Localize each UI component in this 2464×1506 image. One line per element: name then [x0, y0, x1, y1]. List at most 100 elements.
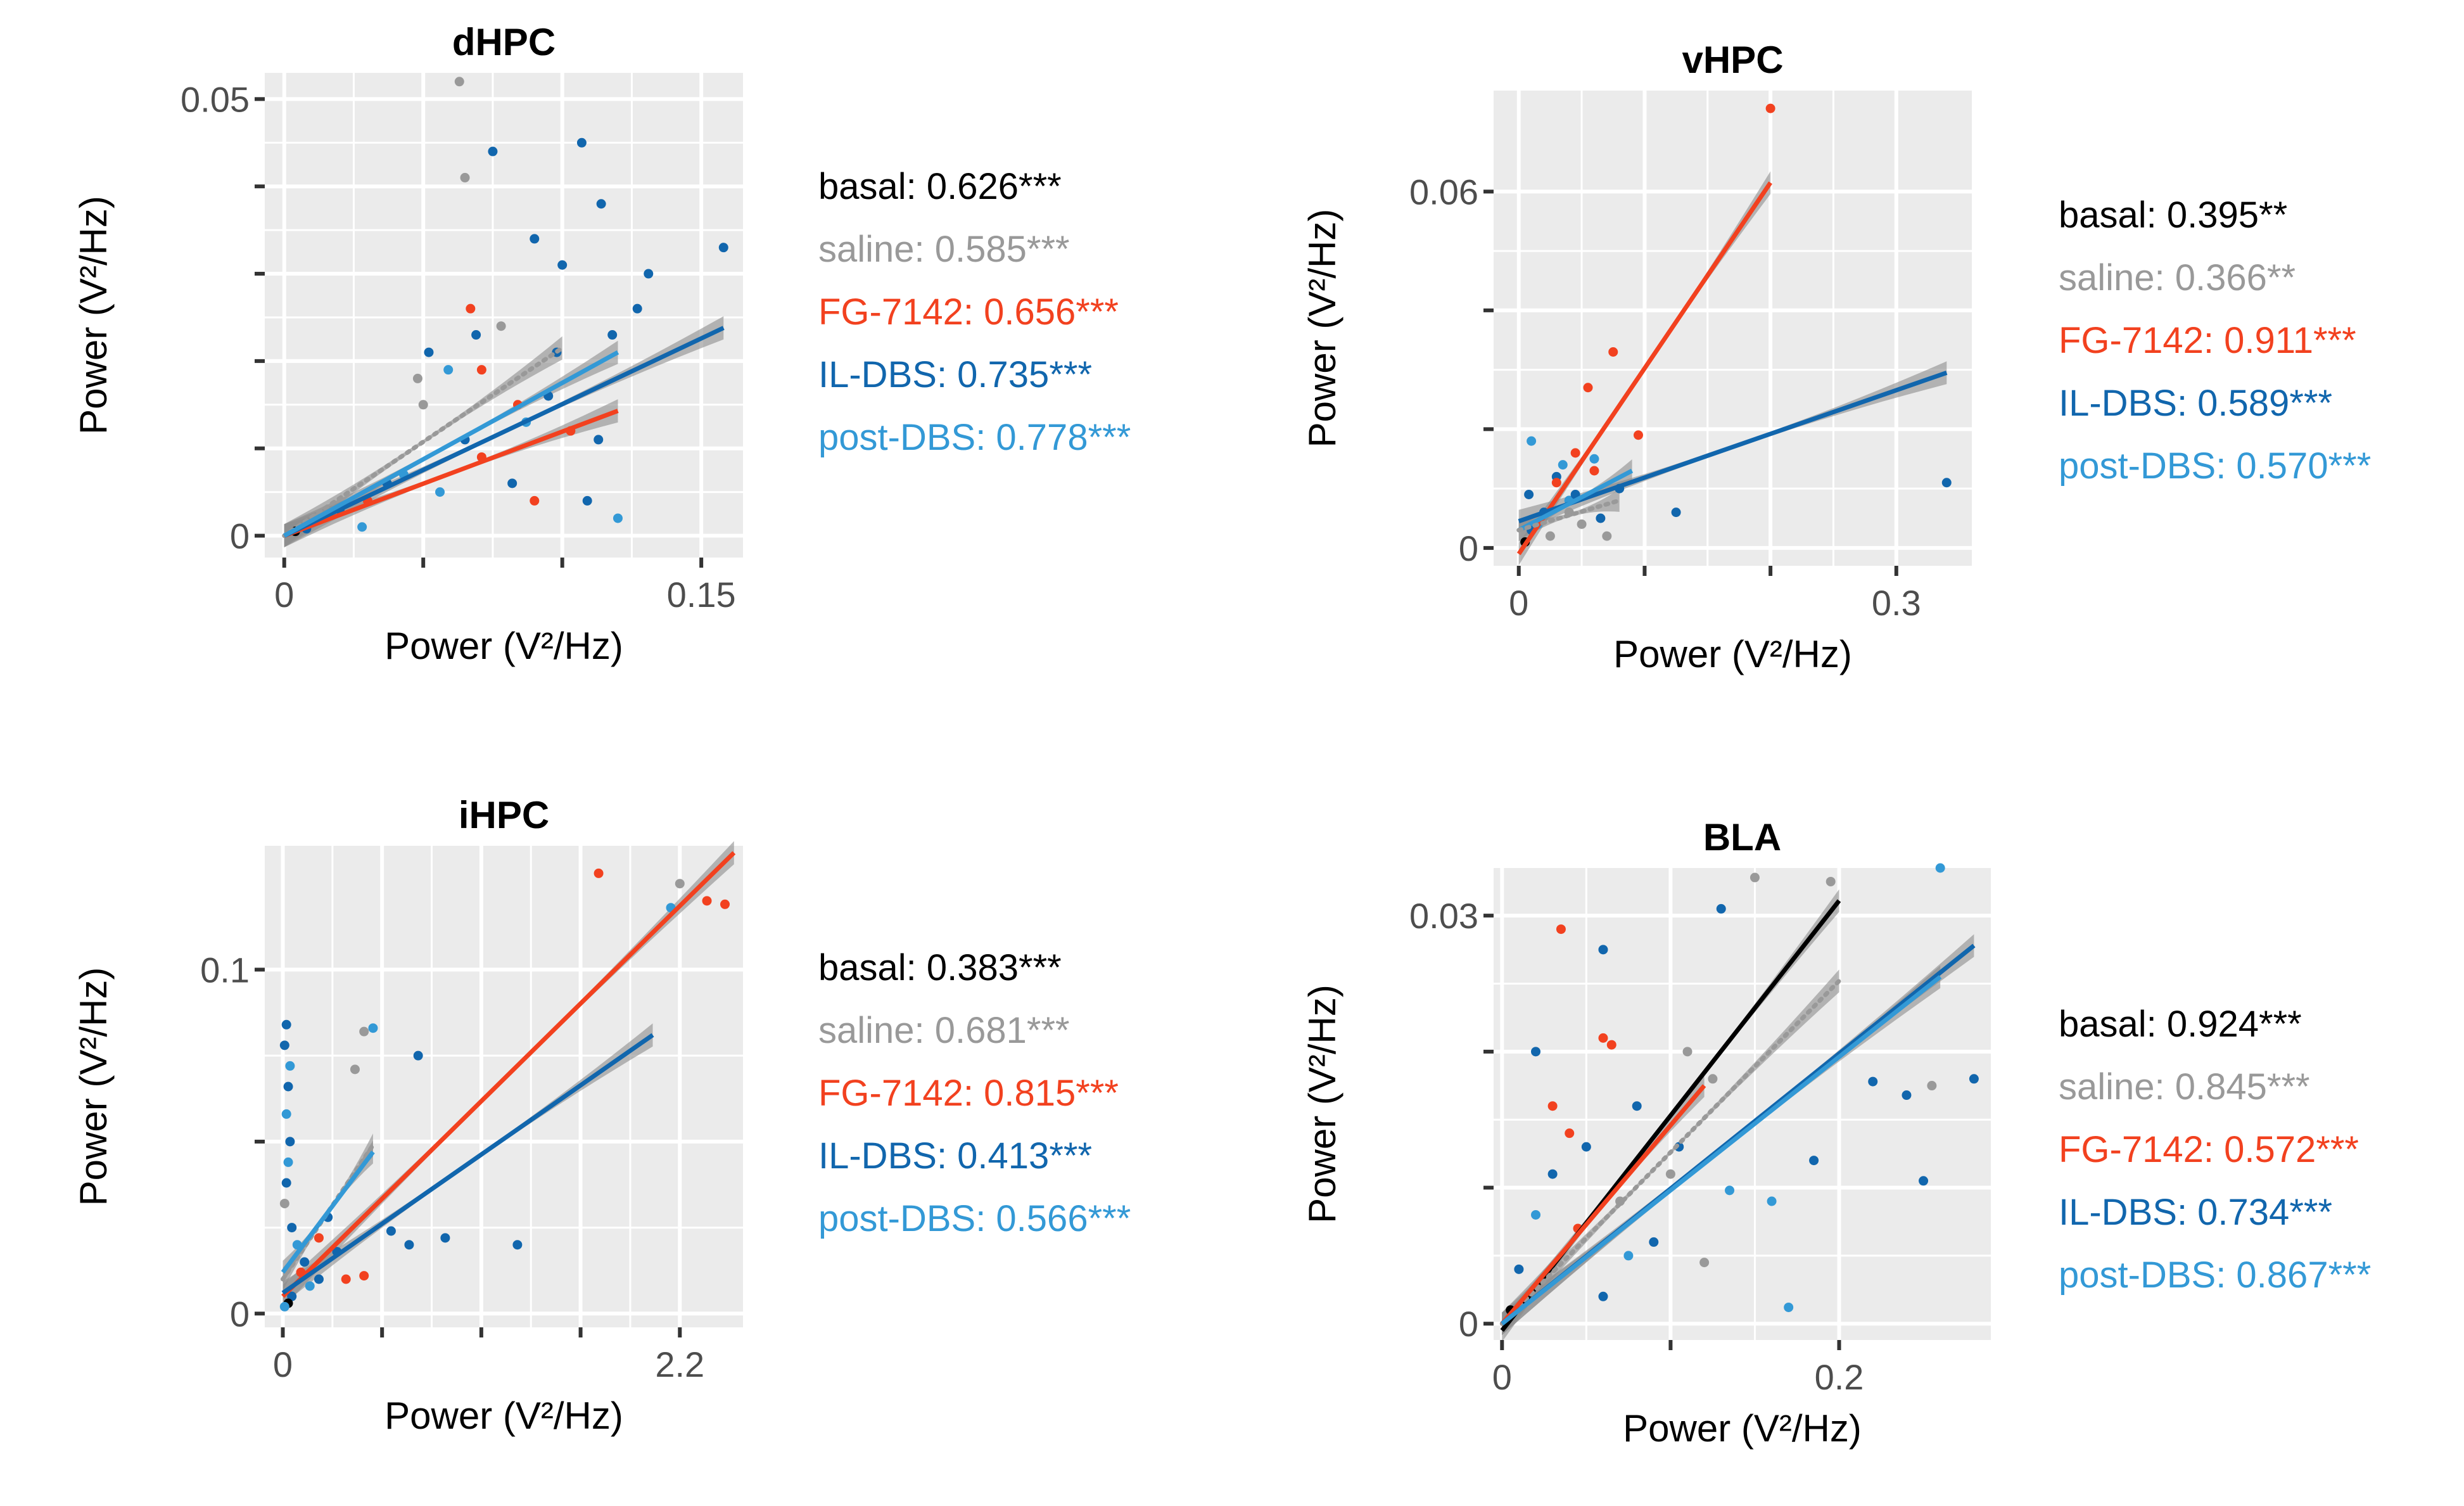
data-point-ildbs — [413, 1050, 423, 1061]
data-point-ildbs — [440, 1233, 450, 1243]
data-point-postdbs — [1623, 1251, 1634, 1261]
regression-line-saline — [282, 345, 565, 539]
data-point-saline — [412, 373, 422, 383]
data-point-saline — [454, 77, 464, 87]
data-point-ildbs — [1524, 490, 1534, 499]
x-axis-label: Power (V²/Hz) — [1623, 1407, 1862, 1450]
legend-dhpc-postdbs: post-DBS: 0.778*** — [818, 417, 1131, 458]
data-point-ildbs — [507, 478, 518, 488]
panel-title: dHPC — [452, 21, 556, 63]
data-point-saline — [460, 172, 470, 182]
data-point-fg — [314, 1233, 324, 1243]
data-point-ildbs — [1716, 903, 1726, 914]
legend-ihpc-saline: saline: 0.681*** — [818, 1010, 1070, 1051]
data-point-saline — [1708, 1074, 1718, 1084]
data-point-ildbs — [285, 1137, 295, 1147]
data-point-saline — [1682, 1047, 1692, 1057]
data-point-fg — [1633, 430, 1643, 440]
legend-bla-fg7142: FG-7142: 0.572*** — [2059, 1129, 2359, 1170]
panel-title: BLA — [1703, 816, 1781, 858]
x-tick-label: 0.15 — [667, 575, 736, 615]
data-point-saline — [359, 1026, 369, 1037]
regression-line-ildbs — [283, 326, 725, 538]
panel-dhpc: 0 0.15 0 0.05 dHPC Power (V²/Hz) Power (V²/Hz) — [72, 21, 743, 667]
data-point-ildbs — [718, 243, 728, 253]
regression-line-ildbs — [281, 1033, 654, 1295]
data-point-fg — [359, 1271, 369, 1281]
data-point-fg — [594, 868, 604, 878]
data-point-fg — [466, 303, 476, 314]
data-point-fg — [1556, 924, 1566, 935]
legend-vhpc: basal: 0.395** saline: 0.366** FG-7142: … — [2059, 184, 2371, 497]
data-point-ildbs — [1531, 1047, 1541, 1057]
data-point-saline — [418, 400, 428, 410]
data-point-fg — [1547, 1101, 1558, 1111]
x-axis-label: Power (V²/Hz) — [384, 1394, 623, 1437]
data-point-saline — [279, 1199, 289, 1209]
panel-vhpc: 0 0.3 0 0.06 vHPC Power (V²/Hz) Power (V²/Hz) — [1301, 39, 1972, 675]
data-point-ildbs — [281, 1019, 291, 1030]
legend-dhpc-fg7142: FG-7142: 0.656*** — [818, 291, 1119, 333]
y-tick-label: 0.06 — [1409, 172, 1478, 212]
y-axis-label: Power (V²/Hz) — [72, 967, 115, 1206]
data-point-fg — [1551, 478, 1561, 488]
data-point-ildbs — [287, 1223, 297, 1233]
data-point-saline — [675, 879, 685, 889]
data-point-ildbs — [1632, 1101, 1642, 1111]
data-point-ildbs — [576, 137, 587, 148]
data-point-ildbs — [386, 1226, 396, 1236]
x-tick-label: 0 — [1492, 1357, 1512, 1397]
legend-dhpc-basal: basal: 0.626*** — [818, 166, 1062, 207]
data-point-postdbs — [435, 487, 445, 497]
legend-dhpc-saline: saline: 0.585*** — [818, 229, 1070, 270]
data-point-ildbs — [1902, 1090, 1912, 1101]
data-point-ildbs — [530, 234, 540, 244]
data-point-ildbs — [314, 1274, 324, 1284]
y-tick-label: 0.1 — [200, 950, 250, 990]
data-point-fg — [476, 365, 486, 375]
legend-vhpc-ildbs: IL-DBS: 0.589*** — [2059, 383, 2333, 424]
data-point-ildbs — [582, 495, 592, 506]
data-point-ildbs — [1919, 1176, 1929, 1186]
x-tick-label: 2.2 — [655, 1344, 704, 1384]
legend-bla-ildbs: IL-DBS: 0.734*** — [2059, 1192, 2333, 1233]
data-point-fg — [1589, 466, 1599, 476]
data-point-saline — [1665, 1169, 1675, 1179]
data-point-ildbs — [1596, 513, 1606, 523]
data-point-saline — [1577, 519, 1587, 529]
data-point-postdbs — [305, 1281, 315, 1291]
data-point-fg — [1608, 347, 1618, 357]
legend-bla-basal: basal: 0.924*** — [2059, 1004, 2302, 1045]
panel-bla: 0 0.2 0 0.03 BLA Power (V²/Hz) Power (V²/Hz) — [1301, 816, 1991, 1450]
data-point-ildbs — [281, 1178, 291, 1188]
data-point-postdbs — [279, 1301, 289, 1311]
data-point-fg — [1570, 448, 1580, 458]
data-point-saline — [496, 321, 506, 331]
y-axis-label: Power (V²/Hz) — [72, 196, 115, 435]
data-point-ildbs — [279, 1040, 289, 1050]
legend-dhpc: basal: 0.626*** saline: 0.585*** FG-7142… — [818, 155, 1131, 469]
data-point-ildbs — [1868, 1076, 1878, 1087]
legend-dhpc-ildbs: IL-DBS: 0.735*** — [818, 354, 1093, 395]
data-point-ildbs — [1809, 1156, 1819, 1166]
x-tick-label: 0 — [274, 575, 294, 615]
regression-line-ildbs — [1518, 371, 1948, 523]
data-point-fg — [720, 899, 730, 909]
y-axis-label: Power (V²/Hz) — [1301, 985, 1343, 1223]
data-point-fg — [341, 1274, 351, 1284]
data-point-ildbs — [644, 269, 654, 279]
data-point-postdbs — [1784, 1302, 1794, 1312]
data-point-fg — [1565, 1128, 1575, 1139]
data-point-ildbs — [607, 330, 618, 340]
data-point-ildbs — [512, 1240, 523, 1250]
regression-line-postdbs — [1501, 975, 1942, 1325]
legend-bla-saline: saline: 0.845*** — [2059, 1066, 2310, 1107]
y-tick-label: 0.03 — [1409, 896, 1478, 936]
data-point-ildbs — [404, 1240, 414, 1250]
panel-background — [265, 73, 743, 558]
data-point-postdbs — [283, 1157, 293, 1167]
regression-line-fg — [283, 409, 619, 538]
data-point-postdbs — [443, 365, 454, 375]
